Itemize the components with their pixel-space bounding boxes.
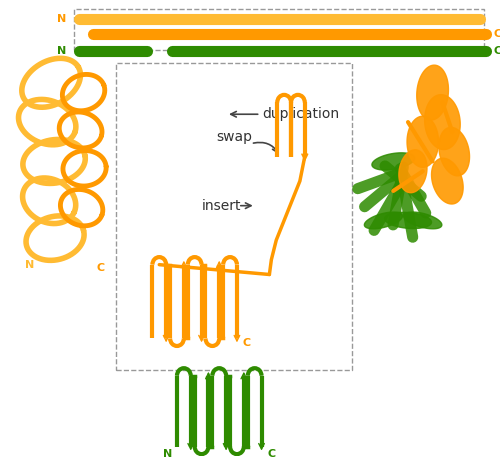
Text: insert: insert bbox=[202, 199, 241, 213]
Text: N: N bbox=[56, 46, 66, 56]
Text: C: C bbox=[494, 29, 500, 39]
Text: C: C bbox=[243, 338, 251, 348]
Text: C: C bbox=[494, 46, 500, 56]
Polygon shape bbox=[439, 128, 470, 176]
Text: duplication: duplication bbox=[262, 107, 340, 121]
Bar bbox=[74, 9, 484, 50]
Text: N: N bbox=[162, 450, 172, 459]
Text: N: N bbox=[56, 14, 66, 24]
Text: C: C bbox=[268, 450, 276, 459]
Polygon shape bbox=[432, 158, 463, 204]
Polygon shape bbox=[407, 116, 438, 167]
Polygon shape bbox=[404, 212, 442, 229]
Text: C: C bbox=[96, 262, 104, 273]
Text: swap: swap bbox=[216, 130, 252, 144]
Polygon shape bbox=[364, 212, 403, 229]
Polygon shape bbox=[384, 213, 432, 229]
Polygon shape bbox=[399, 150, 427, 193]
Polygon shape bbox=[424, 95, 460, 150]
Text: N: N bbox=[25, 260, 34, 270]
Polygon shape bbox=[372, 153, 414, 170]
Polygon shape bbox=[416, 65, 448, 120]
Bar bbox=[116, 63, 352, 370]
